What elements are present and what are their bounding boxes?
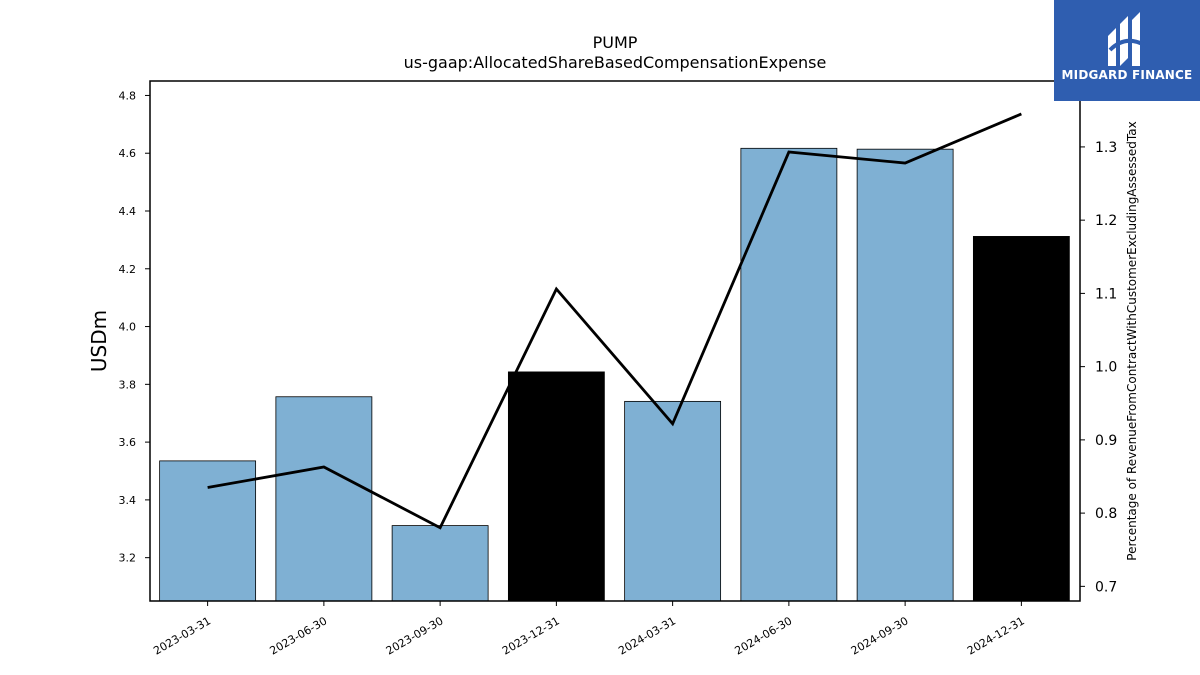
y-left-tick-label: 3.6 xyxy=(119,436,137,449)
y-left-tick-label: 4.2 xyxy=(119,263,137,276)
bar-2023-09-30 xyxy=(391,525,489,602)
bar-group xyxy=(159,147,1070,602)
y-right-tick-label: 0.9 xyxy=(1095,433,1117,449)
x-tick-label: 2023-03-31 xyxy=(151,614,213,657)
y-right-tick-label: 1.1 xyxy=(1095,286,1117,302)
x-tick-label: 2023-09-30 xyxy=(384,614,446,657)
y-left-tick-label: 4.8 xyxy=(119,89,137,102)
bar-2023-03-31 xyxy=(159,460,257,602)
y-axis-left-label: USDm xyxy=(87,310,111,372)
brand-name: MIDGARD FINANCE xyxy=(1061,68,1193,82)
x-tick-label: 2024-12-31 xyxy=(965,614,1027,657)
line-group xyxy=(207,112,1022,530)
midgard-logo-icon xyxy=(1108,12,1148,66)
y-right-tick-label: 1.3 xyxy=(1095,140,1117,156)
bar-2024-09-30 xyxy=(856,148,954,602)
x-tick-label: 2023-06-30 xyxy=(268,614,330,657)
y-left-tick-label: 4.0 xyxy=(119,321,137,334)
x-tick-label: 2024-03-31 xyxy=(616,614,678,657)
y-right-tick-label: 1.2 xyxy=(1095,213,1117,229)
y-left-tick-label: 3.2 xyxy=(119,552,137,565)
x-tick-label: 2023-12-31 xyxy=(500,614,562,657)
bar-2023-06-30 xyxy=(275,396,373,602)
y-axis-right-label: Percentage of RevenueFromContractWithCus… xyxy=(1125,121,1139,560)
bar-2024-12-31 xyxy=(972,236,1070,602)
y-axis-right: 0.7 0.8 0.9 1.0 1.1 1.2 1.3 xyxy=(1080,140,1117,595)
x-tick-label: 2024-09-30 xyxy=(849,614,911,657)
y-right-tick-label: 0.8 xyxy=(1095,506,1117,522)
y-left-tick-label: 4.6 xyxy=(119,147,137,160)
y-right-tick-label: 1.0 xyxy=(1095,360,1117,376)
bar-2024-03-31 xyxy=(624,400,722,602)
x-axis: 2023-03-31 2023-06-30 2023-09-30 2023-12-31… xyxy=(151,601,1027,658)
plot-frame xyxy=(149,80,1081,602)
y-left-tick-label: 4.4 xyxy=(119,205,137,218)
y-left-tick-label: 3.4 xyxy=(119,494,137,507)
chart-title: PUMP xyxy=(593,33,638,52)
brand-logo: MIDGARD FINANCE xyxy=(1054,0,1200,101)
bar-2023-12-31 xyxy=(507,371,605,602)
chart-subtitle: us-gaap:AllocatedShareBasedCompensationE… xyxy=(404,53,827,72)
bar-2024-06-30 xyxy=(740,147,838,602)
y-right-tick-label: 0.7 xyxy=(1095,579,1117,595)
y-left-tick-label: 3.8 xyxy=(119,378,137,391)
series-line xyxy=(207,112,1022,530)
y-axis-left: 3.2 3.4 3.6 3.8 4.0 4.2 4.4 4.6 4.8 xyxy=(119,89,150,565)
x-tick-label: 2024-06-30 xyxy=(733,614,795,657)
